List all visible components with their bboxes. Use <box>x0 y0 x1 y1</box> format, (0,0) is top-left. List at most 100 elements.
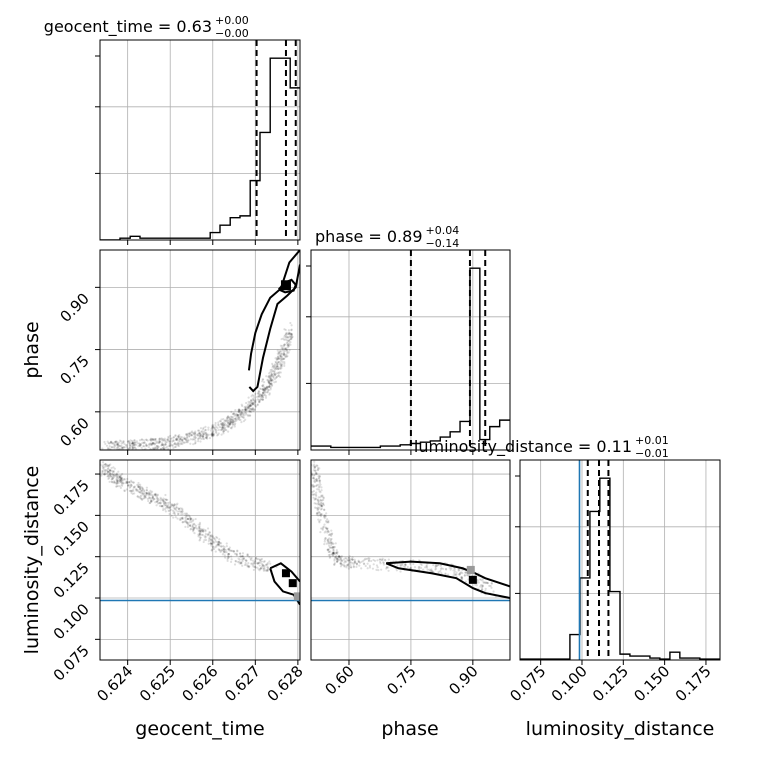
sample-point <box>226 421 229 424</box>
sample-point <box>264 396 268 399</box>
sample-point <box>151 442 154 445</box>
sample-point <box>204 532 208 536</box>
sample-point <box>238 409 241 412</box>
sample-point <box>212 545 215 548</box>
sample-point <box>236 416 240 419</box>
sample-point <box>464 571 467 574</box>
sample-point <box>172 504 175 507</box>
sample-point <box>125 445 128 449</box>
sample-point <box>481 579 484 582</box>
sample-point <box>275 365 278 368</box>
sample-point <box>277 367 280 370</box>
sample-point <box>323 517 326 520</box>
sample-point <box>266 386 269 389</box>
sample-point <box>110 469 113 472</box>
sample-point <box>194 430 197 433</box>
sample-point <box>253 400 256 404</box>
sample-point <box>436 564 439 568</box>
x-axis-label-luminosity_distance: luminosity_distance <box>526 718 715 740</box>
sample-point <box>147 445 150 449</box>
sample-point <box>187 439 190 442</box>
sample-point <box>137 485 140 488</box>
sample-point <box>312 469 315 472</box>
sample-point <box>235 412 238 416</box>
sample-point <box>346 563 349 566</box>
sample-point <box>206 533 209 536</box>
sample-point <box>316 509 319 512</box>
sample-point <box>213 541 216 544</box>
sample-point <box>261 387 265 390</box>
sample-point <box>312 465 315 468</box>
sample-point <box>283 353 286 356</box>
sample-point <box>425 566 429 569</box>
sample-point <box>319 518 322 522</box>
sample-point <box>334 542 337 545</box>
sample-point <box>261 388 264 391</box>
sample-point <box>384 559 387 562</box>
sample-point <box>132 485 135 489</box>
sample-point <box>271 378 274 381</box>
sample-point <box>247 396 250 399</box>
sample-point <box>211 432 214 435</box>
sample-point <box>189 518 193 521</box>
sample-point <box>280 350 283 353</box>
sample-point <box>326 529 329 532</box>
sample-point <box>283 343 286 346</box>
sample-point <box>269 379 273 383</box>
sample-point <box>290 338 293 341</box>
sample-point <box>332 553 335 556</box>
sample-point <box>325 512 328 515</box>
sample-point <box>204 530 207 533</box>
x-axis-label-geocent_time: geocent_time <box>135 718 264 740</box>
contour-line <box>386 560 510 588</box>
sample-point <box>331 542 334 545</box>
sample-point <box>385 565 388 569</box>
sample-point <box>220 428 224 432</box>
sample-point <box>161 498 164 502</box>
sample-point <box>290 324 293 327</box>
sample-point <box>152 442 155 445</box>
sample-point <box>218 419 222 423</box>
sample-point <box>318 521 321 524</box>
sample-point <box>121 477 124 480</box>
sample-point <box>136 442 139 445</box>
sample-point <box>209 538 212 542</box>
sample-point <box>339 562 342 566</box>
sample-point <box>164 510 167 513</box>
sample-point <box>179 517 182 520</box>
sample-point <box>221 423 224 426</box>
sample-point <box>260 560 263 563</box>
sample-point <box>340 559 343 562</box>
sample-point <box>265 385 269 388</box>
sample-point <box>192 528 195 531</box>
sample-point <box>270 379 273 383</box>
sample-point <box>122 482 125 485</box>
sample-point <box>382 561 385 564</box>
sample-point <box>130 479 133 482</box>
sample-point <box>235 415 238 419</box>
sample-point <box>185 512 188 515</box>
sample-point <box>220 549 223 552</box>
sample-point <box>318 511 321 514</box>
sample-point <box>318 479 322 482</box>
density-peak-marker <box>466 565 475 574</box>
sample-point <box>222 426 225 429</box>
sample-point <box>279 344 282 347</box>
sample-point <box>236 413 239 417</box>
sample-point <box>387 569 390 572</box>
sample-point <box>274 368 277 371</box>
sample-point <box>188 434 191 438</box>
sample-point <box>228 416 231 419</box>
sample-point <box>348 555 351 558</box>
sample-point <box>155 500 159 503</box>
sample-point <box>284 336 287 339</box>
sample-point <box>241 416 245 419</box>
sample-point <box>285 335 288 338</box>
sample-point <box>136 483 139 487</box>
sample-point <box>333 563 336 566</box>
sample-point <box>395 569 398 572</box>
sample-point <box>335 560 339 563</box>
sample-point <box>154 494 157 497</box>
sample-point <box>350 557 353 560</box>
sample-point <box>315 479 318 482</box>
